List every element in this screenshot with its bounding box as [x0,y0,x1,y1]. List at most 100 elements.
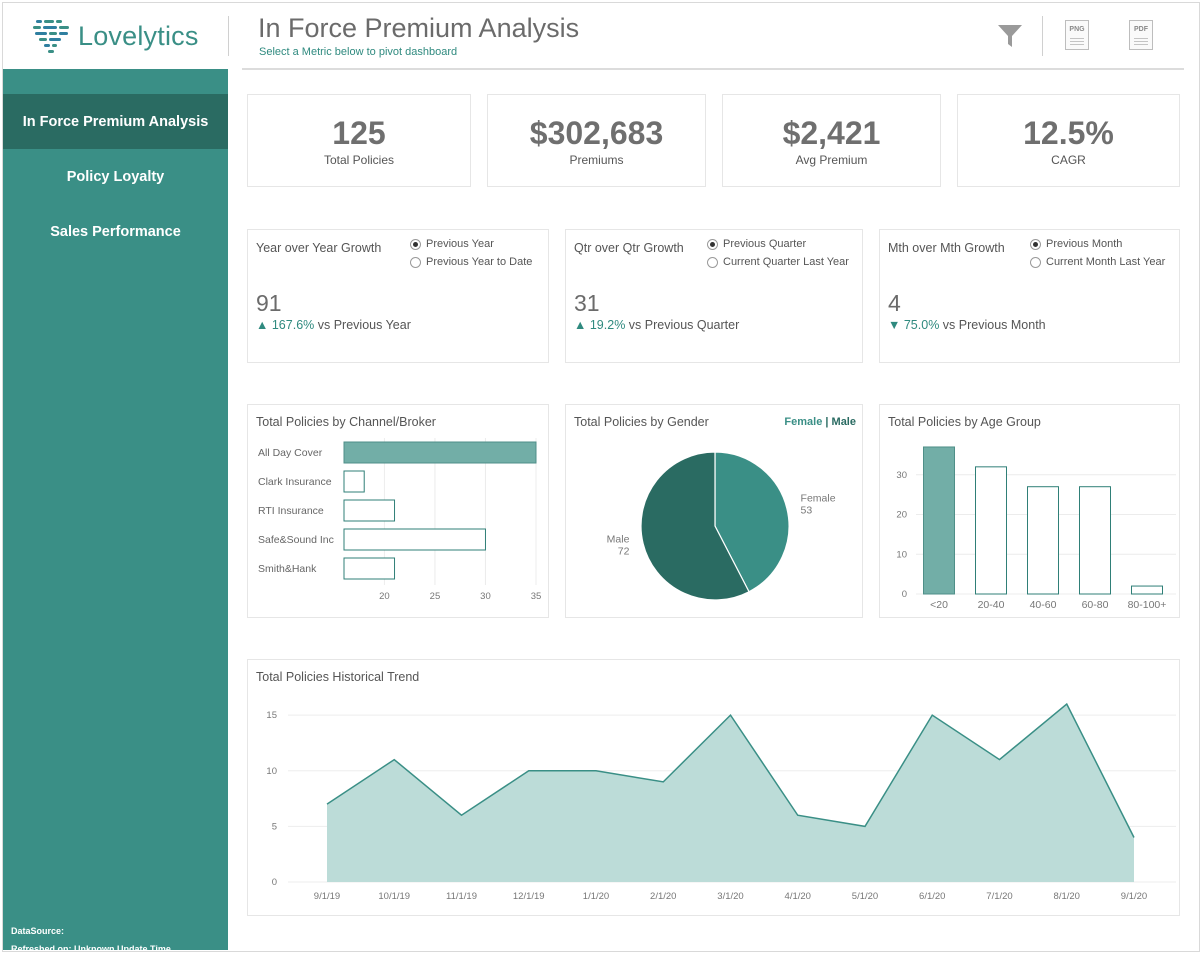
x-tick-label: 5/1/20 [852,891,878,902]
area-fill [327,704,1134,882]
x-tick-label: 40-60 [1030,599,1057,611]
channel-broker-chart[interactable]: 20 25 30 35 All Day Cover Clark Insurance RTI … [248,405,548,617]
page-subtitle: Select a Metric below to pivot dashboard [259,46,458,58]
slice-label: Female [801,493,836,505]
y-tick-label: 0 [272,877,277,888]
x-tick-label: 9/1/20 [1121,891,1147,902]
growth-vs: vs Previous Year [317,318,411,332]
growth-title: Qtr over Qtr Growth [574,241,684,255]
category-label: Smith&Hank [258,563,317,575]
legend-separator: | [822,416,832,428]
kpi-label: Avg Premium [795,153,868,167]
growth-title: Year over Year Growth [256,241,382,255]
chart-title: Total Policies by Gender [574,415,709,429]
page-title: In Force Premium Analysis [258,13,580,43]
sidebar-item-sales-performance[interactable]: Sales Performance [3,204,228,259]
growth-pct: 75.0% [903,318,940,332]
x-tick-label: <20 [930,599,948,611]
header-rule [242,68,1184,70]
radio-current-month-last-year[interactable]: Current Month Last Year [1030,253,1165,271]
radio-previous-year[interactable]: Previous Year [410,235,532,253]
y-tick-label: 20 [896,510,907,521]
x-tick-label: 35 [531,591,542,602]
yoy-radio-group: Previous Year Previous Year to Date [410,235,532,271]
chart-title: Total Policies by Age Group [888,415,1041,429]
sidebar-item-label: Sales Performance [50,223,181,240]
bar [1079,486,1111,595]
y-tick-label: 5 [272,821,277,832]
growth-delta: ▲ 167.6% vs Previous Year [256,318,411,332]
kpi-value: 125 [332,115,386,151]
bar [343,441,537,464]
radio-previous-year-to-date[interactable]: Previous Year to Date [410,253,532,271]
sidebar-nav: In Force Premium Analysis Policy Loyalty… [3,69,228,950]
bar [343,528,486,551]
radio-empty-icon [1030,256,1041,268]
gender-legend[interactable]: Female | Male [784,416,856,428]
trend-line [326,702,1135,838]
filter-button[interactable] [996,22,1024,55]
channel-broker-chart-card: Total Policies by Channel/Broker 20 25 30 3… [247,404,549,618]
x-tick-label: 8/1/20 [1054,891,1080,902]
radio-previous-quarter[interactable]: Previous Quarter [707,235,849,253]
kpi-value: $2,421 [782,115,881,151]
bar [1027,486,1059,595]
growth-pct: 19.2% [589,318,626,332]
historical-trend-chart[interactable]: 0 5 10 15 9/1/19 10/1/19 11/1/19 12/1/19 1/1/20 2… [248,660,1179,915]
toolbar-divider [1042,16,1043,56]
x-tick-label: 25 [430,591,441,602]
kpi-card-cagr[interactable]: 12.5% CAGR [957,94,1180,187]
pie-slice [640,451,750,601]
radio-empty-icon [410,256,421,268]
x-tick-label: 11/1/19 [446,891,477,902]
growth-vs: vs Previous Month [942,318,1046,332]
refreshed-label: Refreshed on: Unknown Update Time [11,944,171,950]
sidebar-item-policy-loyalty[interactable]: Policy Loyalty [3,149,228,204]
mom-radio-group: Previous Month Current Month Last Year [1030,235,1165,271]
x-tick-label: 60-80 [1082,599,1109,611]
kpi-card-avg-premium[interactable]: $2,421 Avg Premium [722,94,941,187]
sidebar-item-label: In Force Premium Analysis [22,113,209,130]
bar [975,466,1007,595]
x-tick-label: 2/1/20 [650,891,676,902]
chart-title: Total Policies Historical Trend [256,670,420,684]
kpi-card-premiums[interactable]: $302,683 Premiums [487,94,706,187]
growth-pct: 167.6% [271,318,315,332]
historical-trend-chart-card: Total Policies Historical Trend 0 5 10 15 9/… [247,659,1180,916]
growth-delta: ▲ 19.2% vs Previous Quarter [574,318,739,332]
lovelytics-logo[interactable]: Lovelytics [32,16,199,56]
radio-previous-month[interactable]: Previous Month [1030,235,1165,253]
kpi-label: CAGR [1051,153,1086,167]
gender-chart-card: Total Policies by Gender Female | Male F… [565,404,863,618]
category-label: Clark Insurance [258,476,332,488]
up-arrow-icon: ▲ [256,318,269,332]
pdf-export-button[interactable]: PDF [1129,20,1153,50]
logo-mark-icon [32,17,72,55]
legend-male: Male [831,416,856,428]
x-tick-label: 30 [480,591,491,602]
filter-icon [998,25,1022,47]
growth-vs: vs Previous Quarter [628,318,740,332]
x-tick-label: 80-100+ [1128,599,1167,611]
sidebar-item-in-force-premium-analysis[interactable]: In Force Premium Analysis [3,94,228,149]
pdf-export-icon: PDF [1129,20,1153,50]
growth-value: 91 [256,290,282,316]
slice-label: Male [607,533,630,545]
age-group-chart[interactable]: 0 10 20 30 <20 20-40 40-60 60-80 80-100+ [880,405,1179,617]
bar [343,499,396,522]
kpi-card-total-policies[interactable]: 125 Total Policies [247,94,471,187]
radio-current-quarter-last-year[interactable]: Current Quarter Last Year [707,253,849,271]
x-tick-label: 4/1/20 [785,891,811,902]
slice-value: 72 [618,545,630,557]
x-tick-label: 9/1/19 [314,891,340,902]
age-group-chart-card: Total Policies by Age Group 0 10 20 30 <20 20… [879,404,1180,618]
radio-empty-icon [707,256,718,268]
header-divider [228,16,229,56]
qoq-radio-group: Previous Quarter Current Quarter Last Ye… [707,235,849,271]
datasource-label: DataSource: [11,926,65,936]
png-export-button[interactable]: PNG [1065,20,1089,50]
y-tick-label: 30 [896,470,907,481]
slice-value: 53 [801,505,813,517]
radio-selected-icon [410,238,421,250]
